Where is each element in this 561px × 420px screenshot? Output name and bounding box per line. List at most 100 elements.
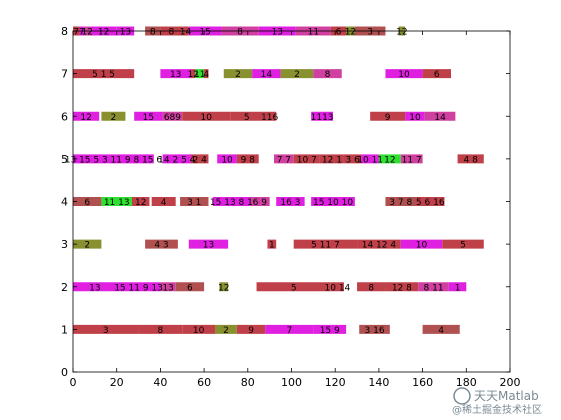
bar-label: 6 <box>434 70 440 80</box>
bar-label: 2 4 <box>193 155 208 165</box>
gantt-bar <box>385 69 423 79</box>
bar-label: 3 <box>367 28 373 38</box>
bar-label: 12 <box>384 155 395 165</box>
x-tick-label: 100 <box>281 376 302 389</box>
bar-label: 10 14 <box>325 283 351 293</box>
gantt-bar <box>204 69 209 79</box>
bar-label: 5 <box>291 283 297 293</box>
bar-label: 13 <box>162 283 173 293</box>
bar-label: 13 <box>170 70 181 80</box>
watermark: 天天Matlab @稀土掘金技术社区 <box>452 387 542 416</box>
bar-label: 10 <box>221 155 233 165</box>
bar-label: 10 7 <box>297 155 317 165</box>
bar-label: 2 <box>294 70 300 80</box>
gantt-bar <box>252 69 281 79</box>
gantt-bar <box>385 282 419 292</box>
y-tick-label: 1 <box>61 323 68 336</box>
x-tick-label: 200 <box>500 376 521 389</box>
bar-label: 6 <box>336 28 342 38</box>
bar-label: 15 10 10 <box>313 198 353 208</box>
gantt-bar <box>160 69 191 79</box>
bar-label: 2 <box>223 326 229 336</box>
watermark-logo-icon <box>453 387 471 405</box>
gantt-bar <box>311 197 355 206</box>
gantt-bar <box>116 282 161 292</box>
bar-label: 13 <box>89 283 100 293</box>
bar-label: 12 <box>135 198 146 208</box>
bar-label: 10 <box>398 70 410 80</box>
bar-label: 15 13 8 1 <box>210 198 253 208</box>
x-tick-label: 80 <box>241 376 255 389</box>
bar-label: 7 <box>73 28 79 38</box>
bar-label: 4 3 <box>154 241 168 251</box>
bar-label: 2 <box>235 70 241 80</box>
gantt-bar <box>357 239 401 249</box>
y-tick-label: 0 <box>61 366 68 379</box>
y-tick-label: 8 <box>61 25 68 38</box>
bar-label: 5 11 7 <box>311 241 340 251</box>
gantt-bar <box>236 324 266 334</box>
gantt-bar <box>422 69 452 79</box>
bar-label: 11 7 <box>402 155 422 165</box>
x-axis: 0 20 40 60 80 100 120 140 160 180 200 <box>70 31 521 389</box>
bar-label: 13 <box>272 28 283 38</box>
gantt-bar <box>416 197 445 206</box>
bar-label: 10 <box>416 241 428 251</box>
bar-label: 8 <box>168 28 174 38</box>
y-tick-label: 4 <box>61 196 68 209</box>
gantt-bar <box>101 111 126 121</box>
gantt-bar <box>212 197 250 206</box>
bar-label: 4 8 <box>464 155 479 165</box>
gantt-bar <box>73 111 100 121</box>
bar-label: 4 <box>438 326 444 336</box>
gantt-bar <box>182 111 231 121</box>
bar-label: 13 15 5 3 11 9 8 15 6 <box>65 155 163 165</box>
bar-label: 12 <box>80 113 91 123</box>
bar-label: 2 <box>84 241 90 251</box>
bar-label: 15 <box>143 113 154 123</box>
gantt-bar <box>219 282 229 292</box>
gantt-bar <box>313 69 342 79</box>
x-tick-label: 60 <box>197 376 211 389</box>
gantt-bar <box>73 282 117 292</box>
bar-label: 4 <box>161 198 167 208</box>
y-tick-label: 3 <box>61 238 68 251</box>
bar-label: 12 <box>218 283 229 293</box>
gantt-bar <box>73 324 139 334</box>
x-tick-label: 120 <box>325 376 346 389</box>
bar-label: 14 2 5 4 <box>158 155 195 165</box>
bar-label: 8 <box>325 70 331 80</box>
gantt-bar <box>405 111 425 121</box>
bar-label: 12 1 <box>322 155 342 165</box>
x-tick-label: 20 <box>110 376 124 389</box>
bar-label: 12 <box>345 28 356 38</box>
gantt-bar <box>162 154 191 164</box>
bar-label: 116 <box>261 113 278 123</box>
x-tick-label: 40 <box>153 376 167 389</box>
bar-label: 8 <box>158 326 164 336</box>
bar-label: 16 3 <box>280 198 300 208</box>
gantt-bar <box>101 197 132 206</box>
bar-label: 10 <box>201 113 213 123</box>
gantt-bar <box>343 154 362 164</box>
gantt-bar <box>400 154 423 164</box>
bar-label: 12 <box>98 28 109 38</box>
gantt-bar <box>175 282 205 292</box>
gantt-bar <box>267 239 277 249</box>
gantt-bar <box>357 282 386 292</box>
y-tick-label: 7 <box>61 68 68 81</box>
gantt-bar <box>162 111 183 121</box>
bar-label: 4 <box>203 70 209 80</box>
bar-label: 11 13 <box>104 198 130 208</box>
gantt-bar <box>134 111 163 121</box>
gantt-bar <box>138 324 183 334</box>
bar-label: 1 <box>269 241 275 251</box>
gantt-bar <box>265 324 314 334</box>
gantt-bar <box>230 111 264 121</box>
gantt-bar <box>361 154 379 164</box>
bar-label: 5 1 5 <box>92 70 115 80</box>
bar-label: 12 8 <box>392 283 412 293</box>
gantt-bar <box>313 324 347 334</box>
bar-label: 6 9 <box>253 198 268 208</box>
